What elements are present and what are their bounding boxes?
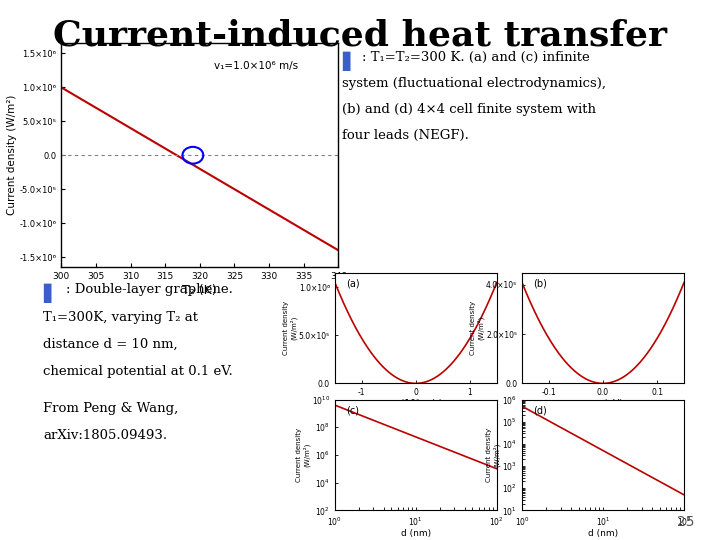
Text: : Double-layer graphene.: : Double-layer graphene. [66, 284, 233, 296]
Y-axis label: Current density
(W/m²): Current density (W/m²) [295, 428, 310, 482]
Text: system (fluctuational electrodynamics),: system (fluctuational electrodynamics), [342, 77, 606, 90]
Text: : T₁=T₂=300 K. (a) and (c) infinite: : T₁=T₂=300 K. (a) and (c) infinite [362, 51, 590, 64]
Text: (d): (d) [534, 405, 547, 415]
Text: From Peng & Wang,: From Peng & Wang, [43, 402, 179, 415]
X-axis label: d (nm): d (nm) [401, 529, 431, 538]
Text: 25: 25 [678, 515, 695, 529]
Text: (b) and (d) 4×4 cell finite system with: (b) and (d) 4×4 cell finite system with [342, 103, 596, 116]
X-axis label: v₁ (10⁶ m/s): v₁ (10⁶ m/s) [390, 399, 442, 408]
Y-axis label: Current density
(W/m²): Current density (W/m²) [486, 428, 501, 482]
X-axis label: T₂ (K): T₂ (K) [182, 284, 217, 297]
Text: distance d = 10 nm,: distance d = 10 nm, [43, 338, 178, 350]
Text: ▌: ▌ [43, 284, 58, 303]
Text: v₁=1.0×10⁶ m/s: v₁=1.0×10⁶ m/s [214, 61, 298, 71]
Text: four leads (NEGF).: four leads (NEGF). [342, 129, 469, 142]
Text: Current-induced heat transfer: Current-induced heat transfer [53, 19, 667, 53]
Text: arXiv:1805.09493.: arXiv:1805.09493. [43, 429, 167, 442]
Y-axis label: Current density
(W/m²): Current density (W/m²) [283, 301, 297, 355]
Text: chemical potential at 0.1 eV.: chemical potential at 0.1 eV. [43, 364, 233, 377]
X-axis label: μ₁-μ₂(eV): μ₁-μ₂(eV) [582, 399, 624, 408]
Text: (a): (a) [346, 278, 360, 288]
Text: ▌: ▌ [342, 51, 357, 71]
Text: (c): (c) [346, 405, 359, 415]
X-axis label: d (nm): d (nm) [588, 529, 618, 538]
Y-axis label: Current density
(W/m²): Current density (W/m²) [470, 301, 485, 355]
Y-axis label: Current density (W/m²): Current density (W/m²) [6, 95, 17, 215]
Text: (b): (b) [534, 278, 547, 288]
Text: T₁=300K, varying T₂ at: T₁=300K, varying T₂ at [43, 310, 198, 323]
